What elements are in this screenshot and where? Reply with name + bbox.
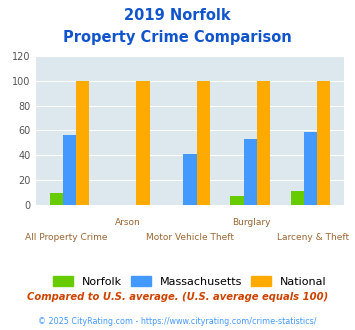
- Text: Burglary: Burglary: [233, 218, 271, 227]
- Bar: [76, 81, 89, 205]
- Text: All Property Crime: All Property Crime: [25, 233, 108, 242]
- Text: Motor Vehicle Theft: Motor Vehicle Theft: [146, 233, 234, 242]
- Bar: [257, 81, 270, 205]
- Text: © 2025 CityRating.com - https://www.cityrating.com/crime-statistics/: © 2025 CityRating.com - https://www.city…: [38, 317, 317, 326]
- Bar: [63, 135, 76, 205]
- Text: Compared to U.S. average. (U.S. average equals 100): Compared to U.S. average. (U.S. average …: [27, 292, 328, 302]
- Bar: [136, 81, 149, 205]
- Bar: [183, 154, 197, 205]
- Bar: [290, 191, 304, 205]
- Bar: [304, 132, 317, 205]
- Bar: [244, 139, 257, 205]
- Text: Property Crime Comparison: Property Crime Comparison: [63, 30, 292, 45]
- Text: 2019 Norfolk: 2019 Norfolk: [124, 8, 231, 23]
- Bar: [317, 81, 330, 205]
- Bar: [197, 81, 210, 205]
- Bar: [230, 196, 244, 205]
- Bar: [50, 193, 63, 205]
- Text: Larceny & Theft: Larceny & Theft: [277, 233, 350, 242]
- Legend: Norfolk, Massachusetts, National: Norfolk, Massachusetts, National: [49, 272, 331, 291]
- Text: Arson: Arson: [115, 218, 141, 227]
